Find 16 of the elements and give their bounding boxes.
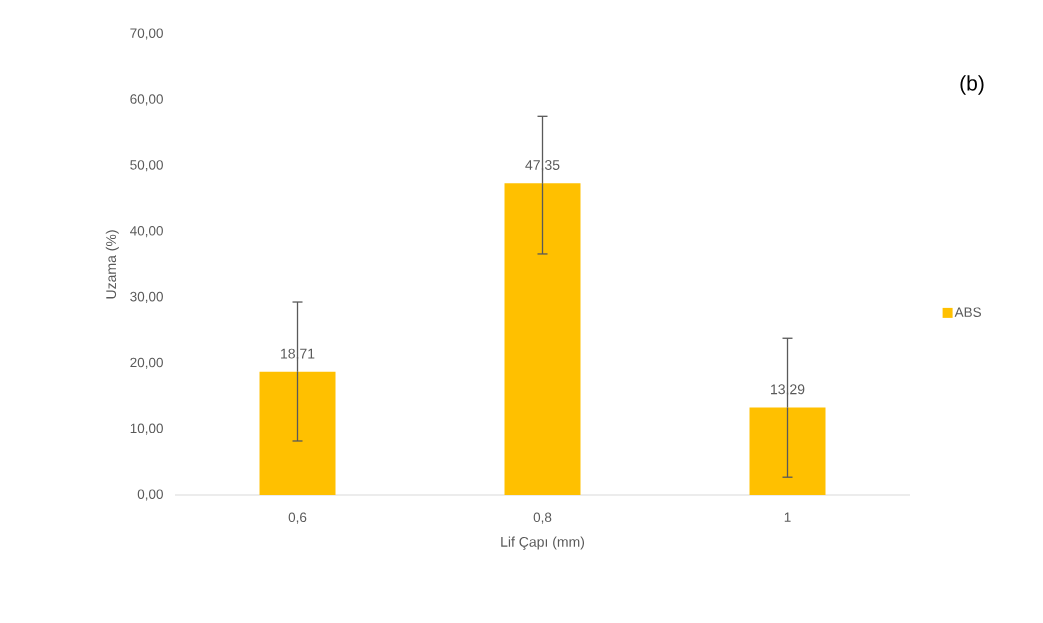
- legend-label: ABS: [954, 307, 981, 317]
- y-tick-label: 30,00: [130, 291, 163, 303]
- x-tick-label: 0,6: [288, 512, 307, 524]
- y-tick-label: 70,00: [130, 28, 163, 40]
- bar: [504, 183, 581, 495]
- y-tick-label: 20,00: [130, 357, 163, 369]
- text: (b): [960, 75, 984, 95]
- y-tick-label: 40,00: [130, 225, 163, 238]
- y-tick-label: 50,00: [130, 160, 163, 172]
- y-axis-title: Uzama (%): [105, 230, 119, 299]
- y-tick-label: 0,00: [137, 489, 163, 501]
- x-tick-label: 1: [784, 512, 791, 522]
- x-axis-title: Lif Çapı (mm): [501, 536, 585, 550]
- x-tick-label: 0,8: [533, 512, 552, 524]
- y-tick-label: 10,00: [130, 423, 163, 435]
- y-tick-label: 60,00: [130, 94, 163, 106]
